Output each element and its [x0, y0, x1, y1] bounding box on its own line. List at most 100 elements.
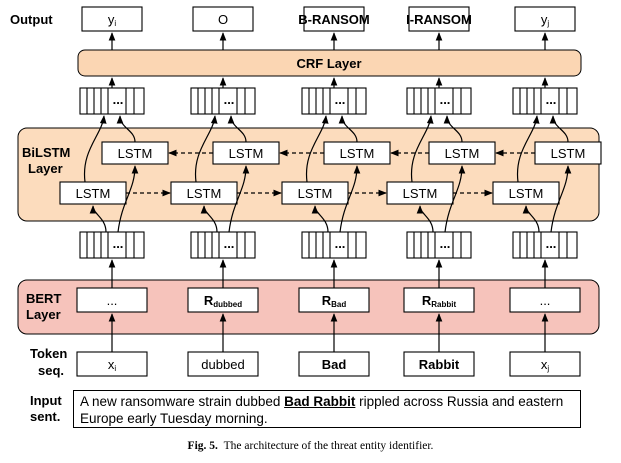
backward-lstm-label-4: LSTM	[445, 146, 480, 161]
bert-output-vector-1	[79, 231, 145, 259]
bilstm-output-vector-1	[79, 87, 145, 115]
bert-output-vector-2-ellipsis: ...	[224, 236, 235, 251]
forward-lstm-label-5: LSTM	[509, 186, 544, 201]
bert-repr-label-3: RBad	[322, 293, 347, 309]
bert-output-vector-2	[190, 231, 256, 259]
bilstm-output-vector-1-ellipsis: ...	[113, 92, 124, 107]
token-label-line1: Token	[30, 346, 67, 361]
backward-lstm-to-vector-arrow-3	[338, 115, 358, 143]
bert-output-vector-4-ellipsis: ...	[440, 236, 451, 251]
forward-lstm-label-3: LSTM	[298, 186, 333, 201]
bert-repr-label-5: ...	[540, 293, 551, 308]
bilstm-label-line2: Layer	[28, 161, 63, 176]
token-label-2: dubbed	[201, 357, 244, 372]
bert-repr-label-4: RRabbit	[422, 293, 457, 309]
diagram-columns: yi... LSTM LSTM...... xi O... LSTM LSTM... Rdub…	[59, 6, 602, 377]
bilstm-output-vector-2-ellipsis: ...	[224, 92, 235, 107]
vector-to-backward-lstm-arrow-1	[117, 165, 139, 233]
bilstm-output-vector-4	[406, 87, 472, 115]
bert-output-vector-4	[406, 231, 472, 259]
backward-lstm-label-3: LSTM	[340, 146, 375, 161]
vector-to-backward-lstm-arrow-2	[228, 165, 250, 233]
sentence-text-before: A new ransomware strain dubbed	[80, 394, 285, 409]
token-box-5	[509, 351, 581, 377]
forward-lstm-label-4: LSTM	[403, 186, 438, 201]
bert-output-vector-3-ellipsis: ...	[335, 236, 346, 251]
input-sentence: A new ransomware strain dubbed Bad Rabbi…	[73, 390, 581, 428]
token-box-4	[403, 351, 475, 377]
token-box-2	[187, 351, 259, 377]
bert-repr-label-1: ...	[107, 293, 118, 308]
backward-lstm-label-1: LSTM	[118, 146, 153, 161]
output-box-3	[303, 6, 365, 32]
token-box-1	[76, 351, 148, 377]
input-label-line1: Input	[30, 393, 62, 408]
bilstm-output-vector-3-ellipsis: ...	[335, 92, 346, 107]
output-label: Output	[10, 12, 53, 27]
vector-to-backward-lstm-arrow-3	[339, 165, 361, 233]
forward-lstm-cell-5	[492, 181, 560, 205]
bilstm-output-vector-4-ellipsis: ...	[440, 92, 451, 107]
bert-repr-box-1	[76, 287, 148, 313]
output-box-2	[192, 6, 254, 32]
vector-to-forward-lstm-arrow-4	[416, 205, 434, 233]
output-label-3: B-RANSOM	[298, 12, 370, 27]
bilstm-output-vector-2	[190, 87, 256, 115]
bert-output-vector-5	[512, 231, 578, 259]
sentence-entity-highlight: Bad Rabbit	[284, 394, 356, 409]
bert-output-vector-5-ellipsis: ...	[546, 236, 557, 251]
backward-lstm-to-vector-arrow-5	[549, 115, 569, 143]
vector-to-backward-lstm-arrow-4	[444, 165, 466, 233]
token-box-3	[298, 351, 370, 377]
sentence-text-after: rippled across Russia and eastern Europe…	[80, 394, 564, 426]
vector-to-backward-lstm-arrow-5	[550, 165, 572, 233]
backward-lstm-to-vector-arrow-1	[116, 115, 136, 143]
bilstm-output-vector-5-ellipsis: ...	[546, 92, 557, 107]
forward-lstm-to-vector-arrow-1	[83, 115, 107, 183]
forward-lstm-to-vector-arrow-5	[516, 115, 540, 183]
forward-lstm-to-vector-arrow-2	[194, 115, 218, 183]
bilstm-output-vector-5	[512, 87, 578, 115]
bert-repr-box-3	[298, 287, 370, 313]
output-label-4: I-RANSOM	[406, 12, 472, 27]
bert-repr-box-2	[187, 287, 259, 313]
bert-repr-box-4	[403, 287, 475, 313]
forward-lstm-label-2: LSTM	[187, 186, 222, 201]
vector-to-forward-lstm-arrow-2	[200, 205, 218, 233]
forward-lstm-to-vector-arrow-4	[410, 115, 434, 183]
vector-to-forward-lstm-arrow-1	[89, 205, 107, 233]
token-label-3: Bad	[322, 357, 347, 372]
output-label-5: yj	[541, 12, 550, 28]
backward-lstm-to-vector-arrow-2	[227, 115, 247, 143]
token-label-5: xj	[541, 357, 550, 373]
caption-label: Fig. 5.	[187, 440, 218, 452]
figure-caption: Fig. 5. The architecture of the threat e…	[0, 440, 621, 452]
bert-output-vector-1-ellipsis: ...	[113, 236, 124, 251]
forward-lstm-label-1: LSTM	[76, 186, 111, 201]
crf-layer-label: CRF Layer	[296, 56, 361, 71]
forward-lstm-to-vector-arrow-3	[305, 115, 329, 183]
bert-repr-box-5	[509, 287, 581, 313]
bert-repr-label-2: Rdubbed	[204, 293, 242, 309]
bert-label-line1: BERT	[26, 291, 61, 306]
token-label-4: Rabbit	[419, 357, 460, 372]
bilstm-output-vector-3	[301, 87, 367, 115]
output-box-1	[81, 6, 143, 32]
backward-lstm-label-2: LSTM	[229, 146, 264, 161]
token-label-line2: seq.	[38, 363, 64, 378]
output-label-2: O	[218, 12, 228, 27]
vector-to-forward-lstm-arrow-5	[522, 205, 540, 233]
bert-output-vector-3	[301, 231, 367, 259]
output-box-5	[514, 6, 576, 32]
output-box-4	[408, 6, 470, 32]
vector-to-forward-lstm-arrow-3	[311, 205, 329, 233]
bert-label-line2: Layer	[26, 307, 61, 322]
bilstm-label-line1: BiLSTM	[22, 145, 70, 160]
crf-layer-box	[77, 49, 582, 77]
input-label-line2: sent.	[30, 409, 60, 424]
output-label-1: yi	[108, 12, 117, 28]
backward-lstm-to-vector-arrow-4	[443, 115, 463, 143]
backward-lstm-label-5: LSTM	[551, 146, 586, 161]
caption-text: The architecture of the threat entity id…	[223, 440, 434, 452]
